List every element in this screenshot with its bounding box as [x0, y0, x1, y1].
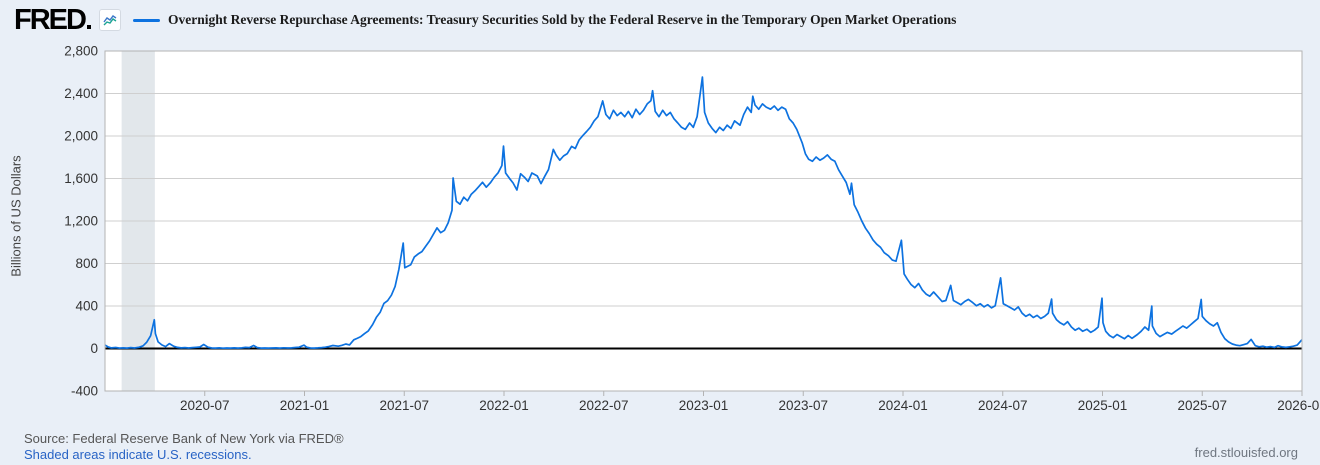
y-tick-label: -400: [71, 384, 98, 399]
series-title: Overnight Reverse Repurchase Agreements:…: [167, 12, 957, 27]
x-tick-label: 2023-01: [679, 398, 729, 413]
x-tick-label: 2021-07: [379, 398, 429, 413]
fred-logo[interactable]: FRED: [14, 5, 91, 35]
chart-badge-icon: [98, 9, 121, 31]
x-tick-label: 2020-07: [180, 398, 230, 413]
sparkline-icon: [103, 15, 117, 26]
x-tick-label: 2024-01: [878, 398, 928, 413]
y-tick-label: 2,000: [64, 129, 98, 144]
y-axis-title: Billions of US Dollars: [8, 155, 24, 277]
legend-line-swatch: [132, 18, 160, 22]
x-tick-label: 2025-07: [1177, 398, 1227, 413]
x-axis: 2020-07 2021-01 2021-07 2022-01 2022-07 2023-…: [180, 391, 1320, 413]
recession-note-link[interactable]: Shaded areas indicate U.S. recessions.: [24, 447, 252, 462]
x-tick-label: 2023-07: [778, 398, 828, 413]
source-text: Source: Federal Reserve Bank of New York…: [24, 431, 344, 446]
y-axis: 2,800 2,400 2,000 1,600 1,200 800 400 0 -400: [64, 44, 98, 399]
y-tick-label: 2,400: [64, 86, 98, 101]
y-tick-label: 1,200: [64, 214, 98, 229]
y-tick-label: 1,600: [64, 171, 98, 186]
fred-logo-text: FRED: [14, 4, 87, 36]
fred-logo-dot: [86, 25, 91, 29]
x-tick-label: 2021-01: [280, 398, 330, 413]
x-tick-label: 2024-07: [978, 398, 1028, 413]
y-tick-label: 400: [75, 299, 98, 314]
x-tick-label: 2025-01: [1078, 398, 1128, 413]
chart-header: FRED Overnight Reverse Repurchase Agreem…: [14, 5, 956, 35]
x-tick-label: 2022-07: [579, 398, 629, 413]
fred-site-link[interactable]: fred.stlouisfed.org: [1194, 445, 1298, 460]
y-tick-label: 800: [75, 256, 98, 271]
x-tick-label: 2026-01: [1277, 398, 1320, 413]
x-tick-label: 2022-01: [479, 398, 529, 413]
y-tick-label: 0: [90, 341, 98, 356]
series-line: [104, 76, 1303, 350]
y-tick-label: 2,800: [64, 44, 98, 59]
